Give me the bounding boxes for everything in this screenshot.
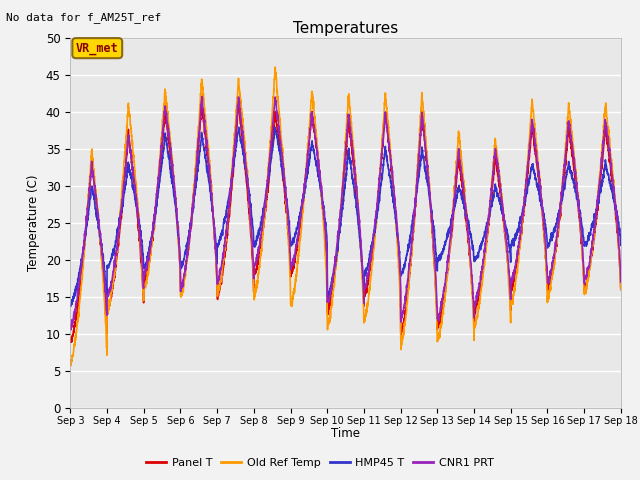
Legend: Panel T, Old Ref Temp, HMP45 T, CNR1 PRT: Panel T, Old Ref Temp, HMP45 T, CNR1 PRT	[142, 453, 498, 472]
Y-axis label: Temperature (C): Temperature (C)	[28, 175, 40, 272]
Text: VR_met: VR_met	[76, 42, 118, 55]
X-axis label: Time: Time	[331, 427, 360, 440]
Text: No data for f_AM25T_ref: No data for f_AM25T_ref	[6, 12, 162, 23]
Title: Temperatures: Temperatures	[293, 21, 398, 36]
